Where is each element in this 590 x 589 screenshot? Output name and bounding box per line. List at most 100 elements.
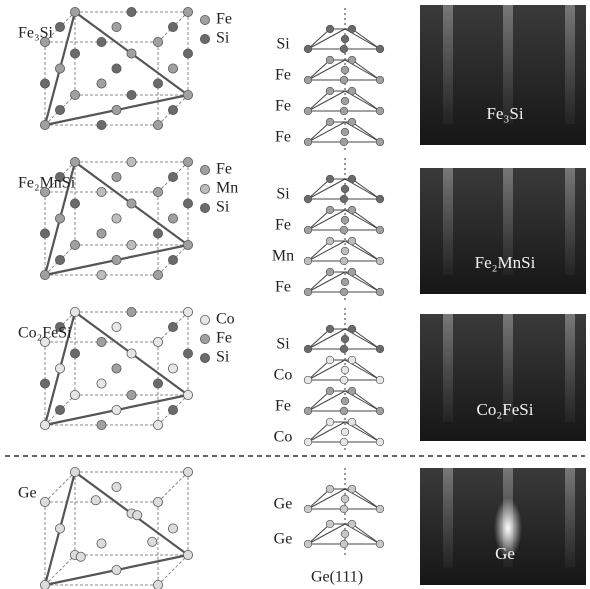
atom <box>183 550 192 559</box>
layer-atom <box>376 107 384 115</box>
atom <box>40 120 49 129</box>
atom <box>97 420 106 429</box>
layer-atom <box>341 278 349 286</box>
layer-atom <box>376 345 384 353</box>
layer-atom <box>348 418 356 426</box>
layer-atom <box>348 175 356 183</box>
atom <box>40 420 49 429</box>
layer-atom <box>376 138 384 146</box>
legend-label: Si <box>216 349 230 366</box>
rheed-image <box>420 468 586 585</box>
layer-atom <box>341 366 349 374</box>
atomic-layer <box>304 485 384 513</box>
layer-atom <box>348 118 356 126</box>
atomic-layer <box>304 237 384 265</box>
atom <box>168 214 177 223</box>
layer-atom <box>304 407 312 415</box>
atom <box>70 7 79 16</box>
cell-edge <box>158 472 188 502</box>
layer-label: Ge <box>274 496 293 513</box>
layer-atom <box>326 237 334 245</box>
atom <box>153 497 162 506</box>
atom <box>112 172 121 181</box>
atom <box>127 349 136 358</box>
layer-atom <box>348 485 356 493</box>
layer-atom <box>304 345 312 353</box>
atom <box>168 405 177 414</box>
atom <box>183 49 192 58</box>
atom <box>183 349 192 358</box>
figure: Fe₃SiFeSiSiFeFeFeFe₃SiFe₂MnSiFeMnSiSiFeM… <box>0 0 590 589</box>
compound-label: Co₂FeSi <box>18 325 72 342</box>
atom <box>183 390 192 399</box>
atomic-layer <box>304 87 384 115</box>
streak <box>443 168 453 275</box>
atom <box>112 105 121 114</box>
atom <box>97 37 106 46</box>
layer-label: Fe <box>275 67 291 84</box>
atom <box>97 120 106 129</box>
atom <box>153 270 162 279</box>
layer-atom <box>348 237 356 245</box>
atom <box>70 467 79 476</box>
layer-atom <box>304 540 312 548</box>
layer-atom <box>376 438 384 446</box>
layer-atom <box>326 268 334 276</box>
layer-atom <box>340 438 348 446</box>
layer-atom <box>348 325 356 333</box>
atom <box>153 229 162 238</box>
atom <box>112 482 121 491</box>
layer-atom <box>340 257 348 265</box>
layer-atom <box>341 428 349 436</box>
atom <box>183 307 192 316</box>
streak <box>565 314 575 422</box>
streak <box>565 468 575 567</box>
layer-atom <box>341 66 349 74</box>
legend-swatch <box>200 165 209 174</box>
atom <box>153 79 162 88</box>
atom <box>168 322 177 331</box>
layer-atom <box>376 505 384 513</box>
rheed-image <box>420 314 586 441</box>
atom <box>183 157 192 166</box>
streak <box>443 468 453 567</box>
layer-atom <box>304 76 312 84</box>
substrate-label: Ge(111) <box>311 569 363 586</box>
atom <box>55 214 64 223</box>
layer-atom <box>304 505 312 513</box>
layer-atom <box>340 540 348 548</box>
atom <box>91 496 100 505</box>
layer-label: Fe <box>275 217 291 234</box>
atom <box>97 379 106 388</box>
legend-label: Co <box>216 311 235 328</box>
rheed-image <box>420 5 586 145</box>
atom <box>153 420 162 429</box>
layer-atom <box>326 325 334 333</box>
atom <box>55 22 64 31</box>
atom <box>112 565 121 574</box>
layer-atom <box>340 505 348 513</box>
legend-label: Fe <box>216 330 232 347</box>
layer-label: Si <box>276 336 290 353</box>
layer-atom <box>376 407 384 415</box>
layer-atom <box>376 226 384 234</box>
layer-atom <box>326 87 334 95</box>
layer-atom <box>348 356 356 364</box>
atom <box>153 37 162 46</box>
layer-label: Mn <box>272 248 294 265</box>
layer-atom <box>326 356 334 364</box>
atom <box>183 240 192 249</box>
atom <box>70 157 79 166</box>
layer-atom <box>348 520 356 528</box>
atom <box>112 22 121 31</box>
layer-atom <box>304 107 312 115</box>
image-label: Ge <box>495 544 515 563</box>
crystal-cell <box>40 467 192 589</box>
layer-atom <box>340 195 348 203</box>
layer-label: Fe <box>275 98 291 115</box>
atom <box>153 379 162 388</box>
atom <box>70 49 79 58</box>
atom <box>127 240 136 249</box>
atomic-layer <box>304 206 384 234</box>
compound-label: Fe₃Si <box>18 25 53 42</box>
